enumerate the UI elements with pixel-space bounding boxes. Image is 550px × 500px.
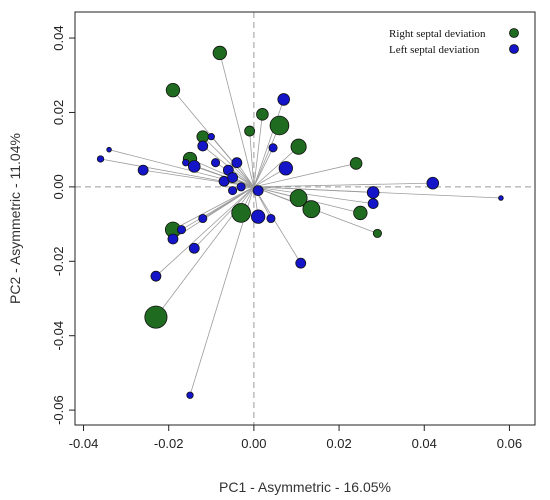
connector-line bbox=[253, 182, 433, 188]
left-septal-point bbox=[268, 143, 278, 153]
y-tick-label: -0.06 bbox=[51, 395, 66, 425]
left-septal-point bbox=[367, 198, 379, 210]
connector-line bbox=[202, 136, 255, 188]
y-tick-label: 0.02 bbox=[51, 100, 66, 125]
connector-line bbox=[253, 186, 302, 264]
connector-line bbox=[219, 52, 255, 187]
left-septal-point bbox=[150, 270, 162, 282]
left-septal-point bbox=[236, 182, 246, 192]
connector-line bbox=[193, 186, 255, 249]
left-septal-point bbox=[187, 160, 201, 173]
right-septal-point bbox=[372, 228, 382, 238]
left-septal-point bbox=[426, 176, 440, 190]
right-septal-point bbox=[165, 82, 181, 98]
left-septal-point bbox=[198, 213, 208, 224]
x-tick-label: -0.04 bbox=[69, 436, 99, 451]
right-septal-point bbox=[349, 157, 363, 170]
connector-line bbox=[181, 186, 255, 231]
x-tick-label: 0.02 bbox=[326, 436, 351, 451]
legend-marker-right-septal-deviation bbox=[509, 28, 519, 38]
left-septal-point bbox=[167, 233, 179, 245]
connector-line bbox=[155, 186, 255, 277]
right-septal-point bbox=[244, 125, 256, 137]
left-septal-point bbox=[197, 140, 209, 152]
y-axis-label: PC2 - Asymmetric - 11.04% bbox=[7, 133, 23, 304]
connector-line bbox=[249, 131, 255, 187]
legend-label-right-septal-deviation: Right septal deviation bbox=[389, 28, 486, 40]
x-axis-label: PC1 - Asymmetric - 16.05% bbox=[219, 479, 391, 495]
y-tick-label: 0.04 bbox=[51, 25, 66, 50]
left-septal-point bbox=[106, 146, 112, 153]
right-septal-point bbox=[302, 200, 321, 219]
y-tick-label: -0.04 bbox=[51, 321, 66, 351]
right-septal-point bbox=[256, 108, 269, 121]
x-axis-ticks: -0.04 -0.02 0.00 0.02 0.04 0.06 bbox=[69, 425, 522, 451]
x-tick-label: 0.00 bbox=[241, 436, 266, 451]
right-septal-point bbox=[231, 203, 251, 223]
y-axis-ticks: -0.06 -0.04 -0.02 0.00 0.02 0.04 bbox=[51, 25, 75, 425]
left-septal-point bbox=[228, 186, 238, 196]
right-septal-point bbox=[290, 138, 307, 155]
right-septal-point bbox=[212, 45, 227, 61]
plot-frame bbox=[74, 11, 536, 426]
left-septal-point bbox=[252, 185, 264, 196]
left-septal-point bbox=[278, 161, 293, 176]
x-tick-label: 0.06 bbox=[497, 436, 522, 451]
connector-line bbox=[253, 147, 274, 188]
connector-line bbox=[253, 146, 299, 188]
left-septal-point bbox=[227, 172, 238, 183]
left-septal-point bbox=[250, 209, 266, 224]
legend-label-left-septal-deviation: Left septal deviation bbox=[389, 44, 480, 56]
left-septal-point bbox=[266, 213, 276, 224]
right-septal-point bbox=[289, 189, 308, 207]
right-septal-point bbox=[353, 205, 368, 221]
connector-line bbox=[253, 114, 263, 187]
left-septal-point bbox=[211, 158, 221, 168]
legend: Right septal deviation Left septal devia… bbox=[389, 28, 519, 56]
connector-line bbox=[172, 186, 255, 231]
connector-line bbox=[172, 186, 255, 240]
connector-line bbox=[253, 163, 357, 188]
left-septal-point bbox=[182, 159, 190, 167]
connector-line bbox=[253, 186, 374, 205]
x-tick-label: 0.04 bbox=[412, 436, 437, 451]
left-septal-point bbox=[137, 164, 149, 176]
reference-lines bbox=[75, 12, 535, 425]
left-septal-point bbox=[498, 195, 504, 201]
data-points bbox=[96, 45, 504, 399]
left-septal-point bbox=[96, 155, 105, 163]
connector-lines bbox=[100, 52, 501, 396]
left-septal-point bbox=[295, 257, 307, 269]
connector-line bbox=[253, 125, 280, 188]
x-tick-label: -0.02 bbox=[154, 436, 184, 451]
connector-line bbox=[253, 99, 285, 188]
connector-line bbox=[143, 169, 254, 188]
left-septal-point bbox=[207, 132, 215, 141]
legend-marker-left-septal-deviation bbox=[509, 44, 519, 54]
left-septal-point bbox=[188, 242, 200, 254]
left-septal-point bbox=[277, 93, 290, 106]
left-septal-point bbox=[231, 157, 243, 169]
right-septal-point bbox=[144, 305, 168, 329]
left-septal-point bbox=[366, 186, 380, 199]
right-septal-point bbox=[269, 115, 290, 136]
left-septal-point bbox=[186, 391, 194, 399]
y-tick-label: 0.00 bbox=[51, 174, 66, 199]
left-septal-point bbox=[176, 225, 187, 235]
y-tick-label: -0.02 bbox=[51, 246, 66, 276]
